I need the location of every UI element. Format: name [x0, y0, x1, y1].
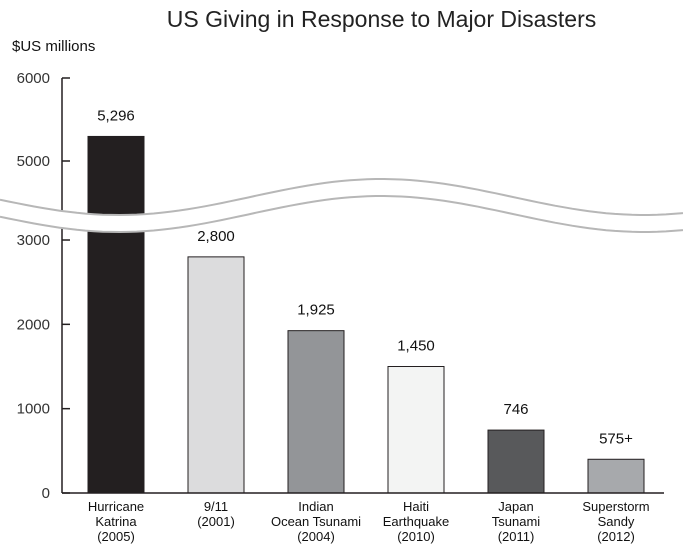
- axis-break: [0, 178, 683, 234]
- axis-break-line-top: [0, 178, 683, 217]
- bar-group: 1,925: [287, 302, 345, 494]
- y-tick-label: 0: [42, 485, 50, 502]
- bar-group: 746: [487, 401, 545, 494]
- bar-value-label: 575+: [599, 430, 633, 447]
- category-label: Superstorm Sandy (2012): [582, 499, 649, 544]
- category-label-line: Katrina: [95, 514, 137, 529]
- bar: [487, 429, 545, 494]
- category-label-line: Japan: [498, 499, 533, 514]
- x-axis: Hurricane Katrina (2005) 9/11 (2001) Indian Oc…: [62, 492, 664, 544]
- y-tick-label: 3000: [17, 232, 50, 249]
- category-label-line: (2011): [498, 529, 535, 544]
- y-tick-label: 1000: [17, 401, 50, 418]
- bar-value-label: 746: [503, 401, 528, 418]
- category-label-line: Tsunami: [492, 514, 541, 529]
- y-axis: 0 1000 2000 3000 5000 6000: [17, 70, 70, 502]
- category-label: 9/11 (2001): [197, 499, 235, 529]
- bar: [187, 256, 245, 494]
- category-label-line: (2001): [197, 514, 235, 529]
- y-axis-unit-label: $US millions: [12, 38, 96, 55]
- bars: 5,296 2,800 1,925 1,450 746 575+: [87, 107, 645, 494]
- category-label-line: (2004): [297, 529, 335, 544]
- category-label: Haiti Earthquake (2010): [383, 499, 450, 544]
- category-label: Indian Ocean Tsunami (2004): [271, 499, 361, 544]
- bar: [287, 330, 345, 494]
- category-label-line: 9/11: [204, 499, 228, 514]
- category-label-line: Earthquake: [383, 514, 450, 529]
- category-label-line: Hurricane: [88, 499, 144, 514]
- chart-title: US Giving in Response to Major Disasters: [166, 6, 597, 32]
- category-label-line: Sandy: [598, 514, 635, 529]
- category-label: Japan Tsunami (2011): [492, 499, 541, 544]
- category-label-line: (2005): [97, 529, 135, 544]
- y-tick-label: 6000: [17, 70, 50, 87]
- category-label: Hurricane Katrina (2005): [88, 499, 144, 544]
- bar-value-label: 5,296: [97, 107, 135, 124]
- bar: [387, 366, 445, 494]
- category-label-line: (2010): [397, 529, 435, 544]
- bar: [587, 458, 645, 494]
- bar-value-label: 2,800: [197, 228, 235, 245]
- category-label-line: (2012): [597, 529, 635, 544]
- bar-value-label: 1,925: [297, 302, 335, 319]
- y-tick-label: 5000: [17, 153, 50, 170]
- bar-group: 2,800: [187, 228, 245, 494]
- bar-group: 575+: [587, 430, 645, 494]
- category-label-line: Haiti: [403, 499, 429, 514]
- bar-value-label: 1,450: [397, 338, 435, 355]
- axis-break-line-bottom: [0, 195, 683, 234]
- category-label-line: Ocean Tsunami: [271, 514, 361, 529]
- category-label-line: Indian: [298, 499, 333, 514]
- axis-break-band: [0, 179, 683, 232]
- bar-group: 1,450: [387, 338, 445, 494]
- bar-group: 5,296: [87, 107, 145, 494]
- y-tick-label: 2000: [17, 316, 50, 333]
- category-label-line: Superstorm: [582, 499, 649, 514]
- bar: [87, 135, 145, 494]
